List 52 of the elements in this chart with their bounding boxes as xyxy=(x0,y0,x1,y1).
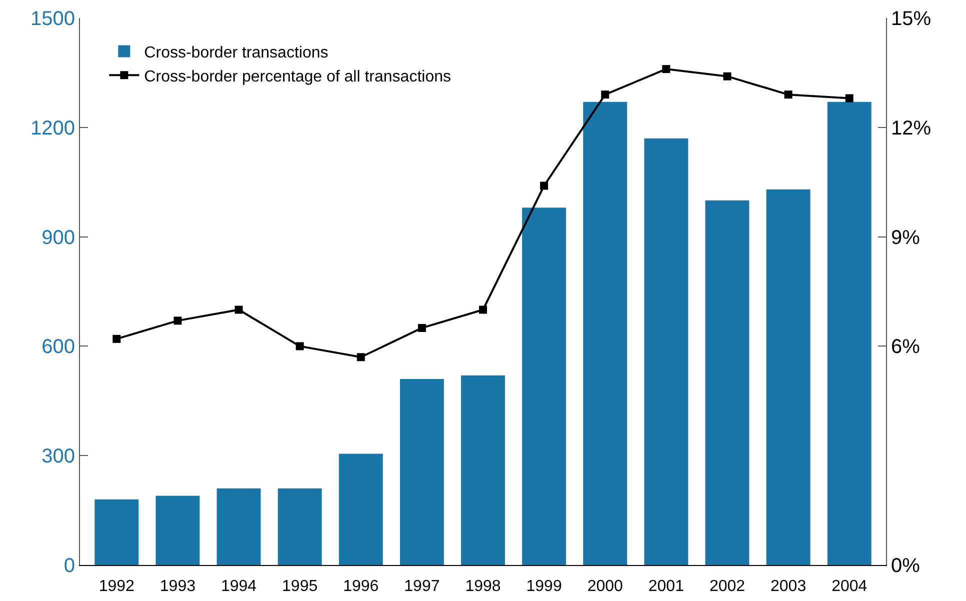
x-tick-label: 2003 xyxy=(770,578,806,596)
x-tick-label: 1999 xyxy=(526,578,562,596)
x-tick-label: 2000 xyxy=(587,578,624,596)
bar xyxy=(94,499,139,565)
point xyxy=(845,94,854,102)
y2-tick-label: 12% xyxy=(891,117,932,140)
y2-tick-label: 0% xyxy=(891,555,920,577)
bar xyxy=(766,189,810,565)
point xyxy=(784,90,792,99)
y2-tick-label: 6% xyxy=(891,336,920,358)
x-tick-label: 1996 xyxy=(343,578,379,596)
legend-label: Cross-border transactions xyxy=(144,44,328,62)
bar xyxy=(278,488,322,565)
y-tick-label: 1200 xyxy=(30,117,75,140)
point xyxy=(174,316,182,325)
bar xyxy=(705,200,750,565)
y-tick-label: 300 xyxy=(42,446,75,468)
bar xyxy=(338,454,383,565)
x-tick-label: 2001 xyxy=(648,578,684,596)
point xyxy=(479,306,487,314)
bar xyxy=(461,375,505,565)
x-tick-label: 2004 xyxy=(832,578,868,596)
legend-label: Cross-border percentage of all transactions xyxy=(144,68,452,86)
point xyxy=(662,65,670,74)
bar xyxy=(522,208,566,565)
point xyxy=(601,90,610,99)
y-tick-label: 900 xyxy=(42,226,75,249)
y-tick-label: 600 xyxy=(42,336,75,358)
x-tick-label: 2002 xyxy=(709,578,746,596)
point xyxy=(296,342,304,350)
x-tick-label: 1994 xyxy=(220,578,257,596)
point xyxy=(723,72,732,80)
bar xyxy=(400,379,444,565)
bar xyxy=(216,488,261,565)
x-tick-label: 1992 xyxy=(98,578,135,596)
y2-tick-label: 15% xyxy=(891,8,932,30)
point xyxy=(356,353,365,362)
x-tick-label: 1997 xyxy=(404,578,440,596)
x-tick-label: 1993 xyxy=(160,578,196,596)
x-tick-label: 1998 xyxy=(465,578,501,596)
y-tick-label: 1500 xyxy=(30,8,75,30)
bar xyxy=(156,496,200,565)
bar xyxy=(827,102,872,565)
point xyxy=(418,324,426,332)
bar xyxy=(583,102,628,565)
x-tick-label: 1995 xyxy=(282,578,318,596)
point xyxy=(112,334,121,343)
point xyxy=(540,182,548,190)
y2-tick-label: 9% xyxy=(891,226,920,249)
point xyxy=(234,306,243,314)
y-tick-label: 0 xyxy=(64,555,75,577)
bar xyxy=(644,138,688,565)
